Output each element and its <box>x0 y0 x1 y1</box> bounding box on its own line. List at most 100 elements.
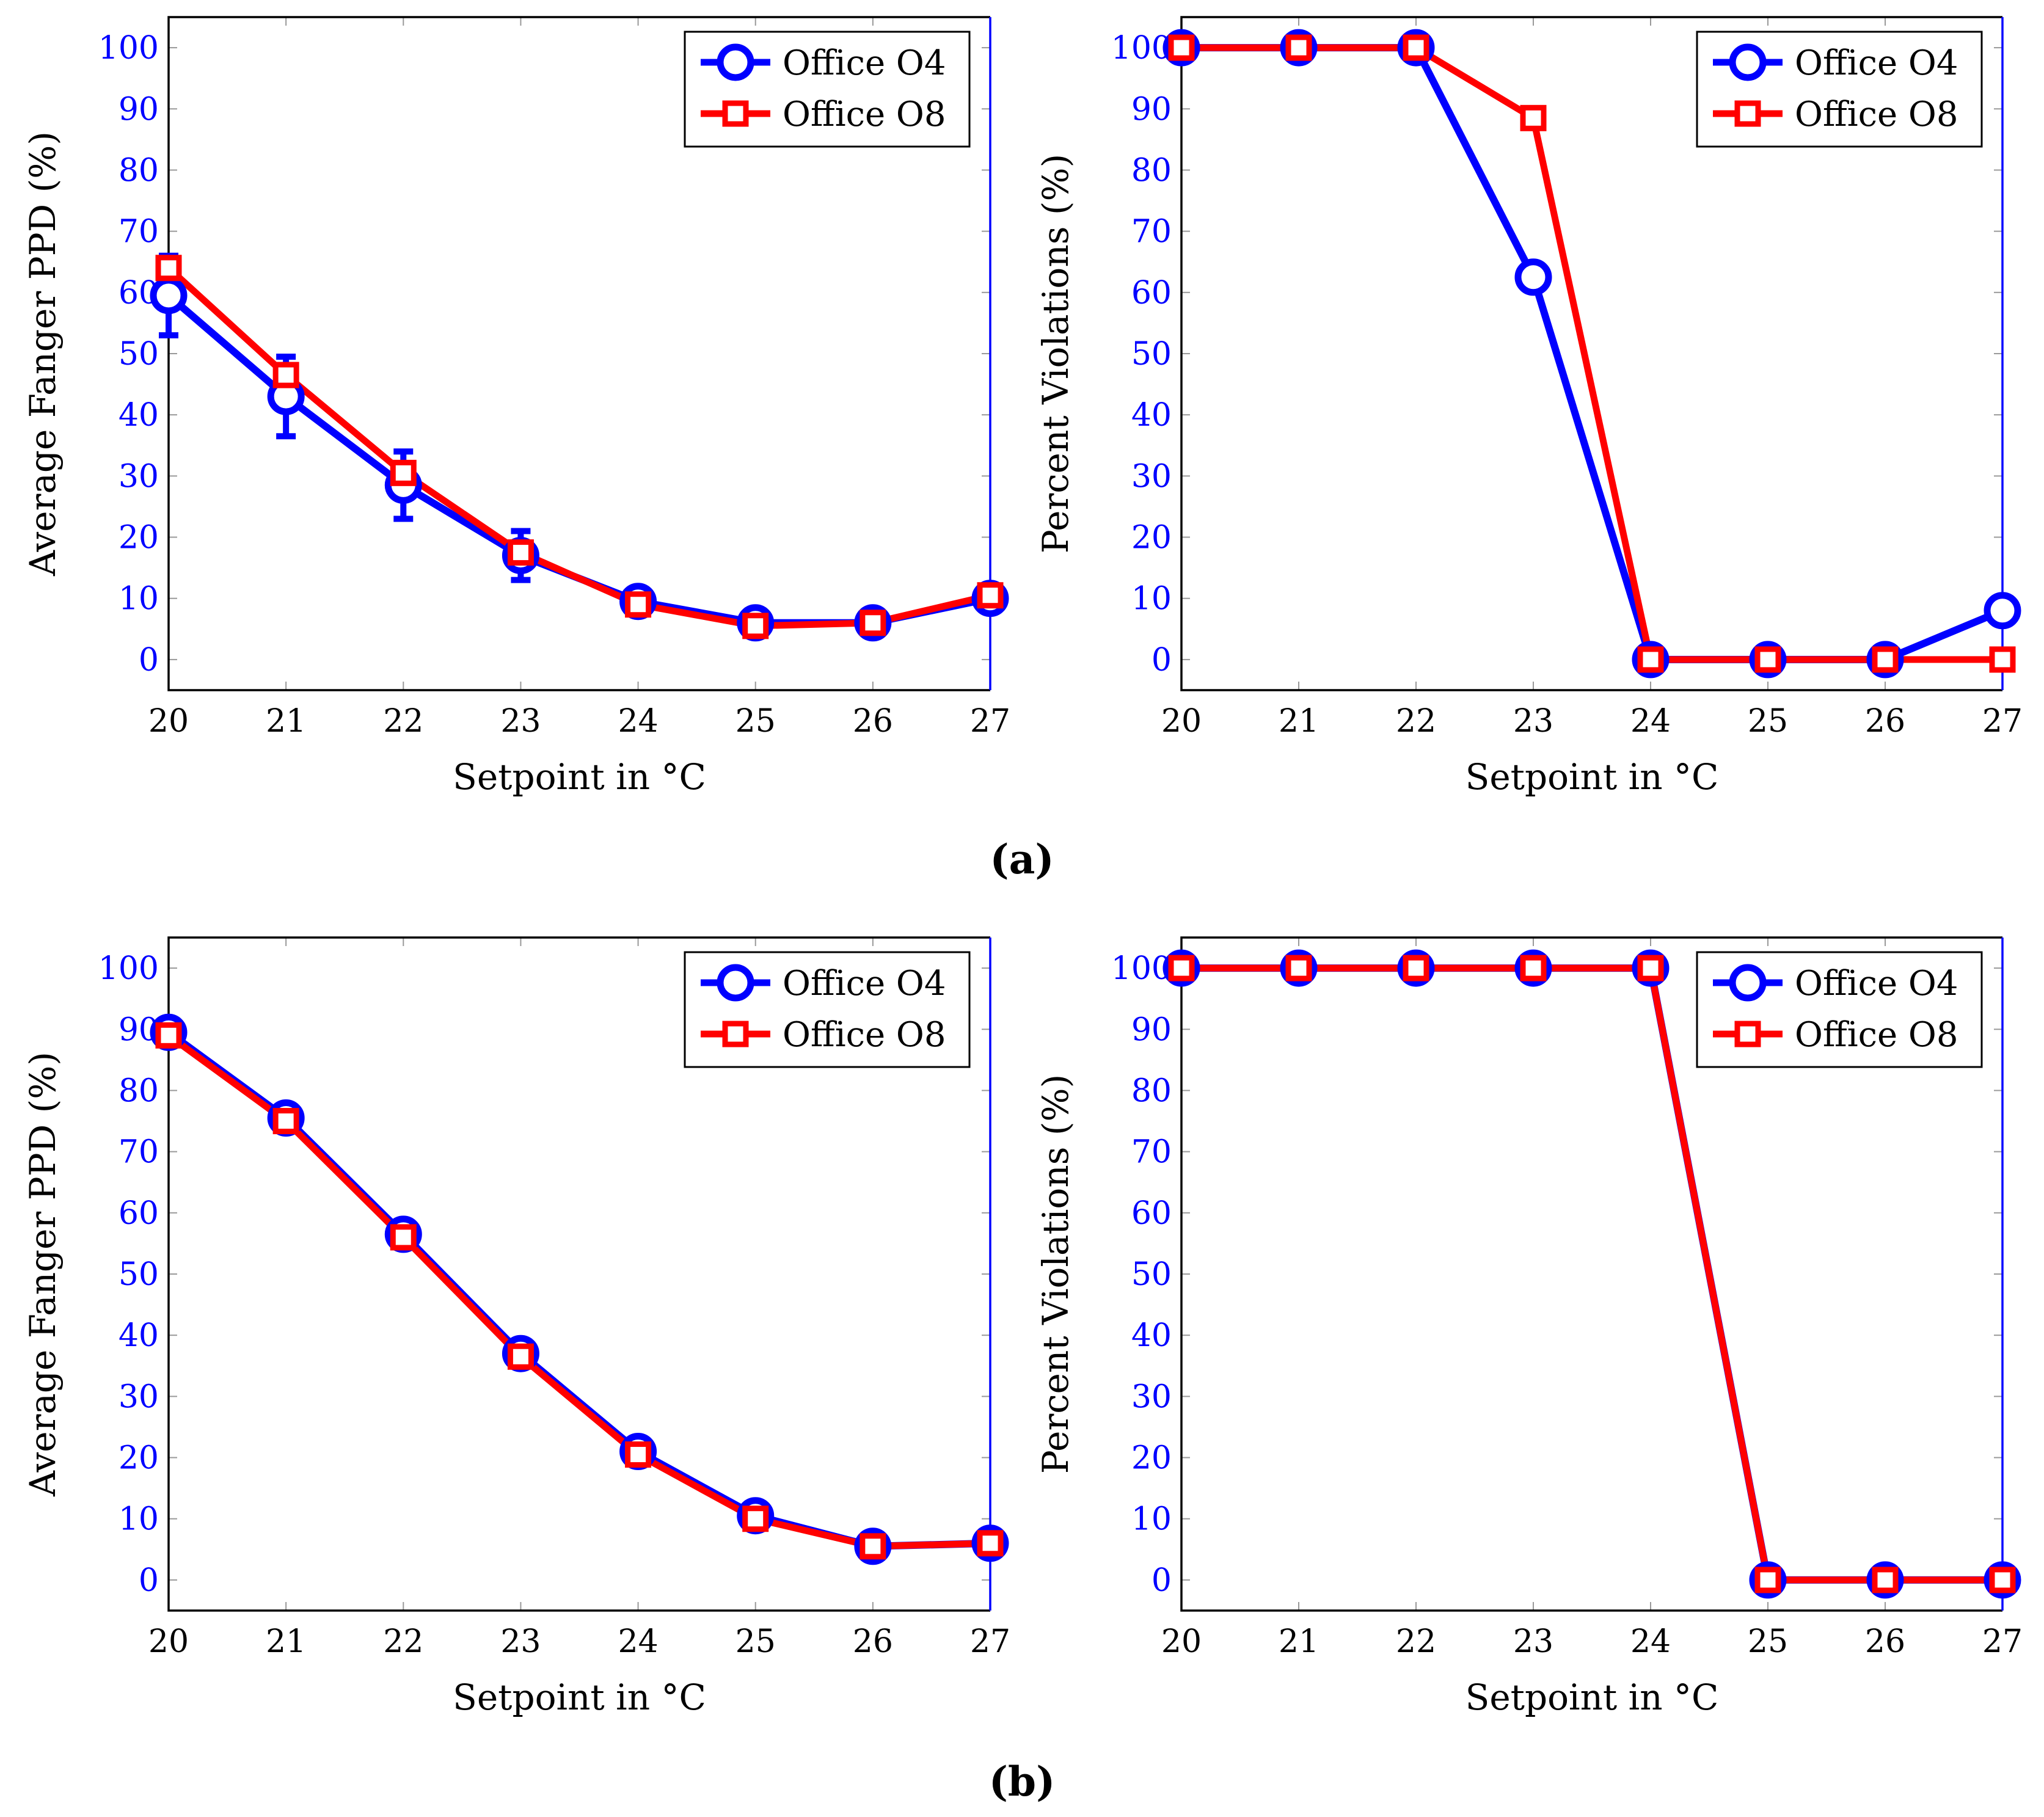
data-point-o8 <box>1637 955 1664 981</box>
series-layer <box>1163 29 2021 679</box>
series-line-office-o4 <box>166 293 991 627</box>
x-tick-label: 24 <box>618 703 658 740</box>
legend-marker-circle <box>717 43 754 81</box>
data-point-o8 <box>1285 955 1312 981</box>
y-tick-label: 50 <box>119 336 159 373</box>
x-tick-label: 27 <box>970 1623 1010 1660</box>
plots-layer: 0 10 20 30 40 50 60 70 80 90 100 20 21 22 23 24 25 26 27 Se… <box>22 16 2023 1718</box>
data-point-o8 <box>1168 955 1195 981</box>
y-tick-label: 20 <box>119 520 159 556</box>
y-tick-label: 60 <box>119 1195 159 1232</box>
data-point-o8 <box>1989 1567 2016 1593</box>
x-tick-label: 21 <box>266 703 306 740</box>
axis-frame <box>1180 16 2002 691</box>
y-tick-label: 10 <box>1131 581 1172 617</box>
legend: Office O4 Office O8 <box>684 31 971 148</box>
y-tick-label: 10 <box>119 581 159 617</box>
y-tick-label: 40 <box>1131 397 1172 434</box>
y-tick-label: 30 <box>119 458 159 495</box>
axis-frame <box>167 16 990 691</box>
y-tick-label: 100 <box>1111 30 1172 67</box>
x-tick-label: 26 <box>1865 703 1905 740</box>
x-tick-label: 23 <box>500 703 541 740</box>
y-tick-label: 30 <box>1131 458 1172 495</box>
y-tick-label: 90 <box>1131 1011 1172 1048</box>
y-tick-label: 40 <box>119 1317 159 1354</box>
data-point-o8 <box>507 539 534 566</box>
x-tick-label: 26 <box>853 1623 893 1660</box>
series-line-office-o8 <box>1181 44 2002 663</box>
x-tick-label: 23 <box>1513 1623 1553 1660</box>
x-tick-label: 20 <box>1161 703 1202 740</box>
x-tick-label: 21 <box>1279 1623 1319 1660</box>
x-tick-label: 22 <box>383 1623 423 1660</box>
legend-marker-square <box>1734 100 1761 127</box>
caption-b: (b) <box>989 1758 1056 1805</box>
y-tick-label: 10 <box>1131 1501 1172 1538</box>
y-tick-label: 30 <box>1131 1378 1172 1415</box>
legend-marker-square <box>1734 1021 1761 1047</box>
y-tick-label: 60 <box>1131 275 1172 311</box>
x-tick-label: 22 <box>1396 1623 1436 1660</box>
x-tick-label: 20 <box>1161 1623 1202 1660</box>
x-tick-label: 25 <box>1748 1623 1788 1660</box>
y-axis-label: Percent Violations (%) <box>1035 1074 1076 1474</box>
data-point-o8 <box>742 613 769 639</box>
legend-label: Office O4 <box>783 43 946 83</box>
x-tick-label: 24 <box>1630 703 1671 740</box>
y-tick-label: 70 <box>1131 1134 1172 1171</box>
y-tick-label: 90 <box>119 91 159 128</box>
data-point-o8 <box>742 1506 769 1532</box>
data-point-o8 <box>860 1533 886 1560</box>
x-tick-label: 23 <box>500 1623 541 1660</box>
series-line-office-o8 <box>166 265 991 630</box>
axis-frame <box>1180 936 2002 1612</box>
y-tick-label: 80 <box>1131 152 1172 189</box>
data-point-o8 <box>1403 955 1429 981</box>
y-tick-label: 70 <box>119 214 159 250</box>
legend-label: Office O8 <box>1795 1015 1958 1055</box>
x-tick-label: 20 <box>148 1623 189 1660</box>
y-tick-label: 100 <box>98 30 159 67</box>
legend-marker-circle <box>717 964 754 1002</box>
y-tick-label: 80 <box>1131 1072 1172 1109</box>
x-tick-label: 23 <box>1513 703 1553 740</box>
data-point-o8 <box>155 1022 182 1049</box>
data-point-o8 <box>1989 646 2016 673</box>
x-axis-label: Setpoint in °C <box>453 756 706 798</box>
y-tick-label: 0 <box>1152 1562 1172 1599</box>
series-line-office-o8 <box>166 1032 991 1550</box>
x-tick-label: 26 <box>853 703 893 740</box>
y-tick-label: 50 <box>119 1256 159 1293</box>
x-tick-label: 20 <box>148 703 189 740</box>
x-tick-label: 25 <box>735 703 776 740</box>
data-point-o8 <box>1520 955 1547 981</box>
data-point-o8 <box>390 1224 417 1251</box>
series-layer <box>1163 949 2021 1599</box>
data-point-o8 <box>1520 104 1547 131</box>
data-point-o8 <box>272 362 299 388</box>
legend-marker-circle <box>1729 964 1767 1002</box>
x-tick-label: 21 <box>1279 703 1319 740</box>
data-point-o8 <box>625 1441 652 1468</box>
x-tick-label: 22 <box>1396 703 1436 740</box>
series-layer <box>150 252 1009 642</box>
y-axis-label: Average Fanger PPD (%) <box>22 131 64 577</box>
x-tick-label: 26 <box>1865 1623 1905 1660</box>
y-tick-label: 20 <box>119 1440 159 1477</box>
legend-label: Office O4 <box>783 964 946 1003</box>
data-point-o4 <box>1514 258 1552 296</box>
y-tick-label: 90 <box>1131 91 1172 128</box>
x-tick-label: 27 <box>970 703 1010 740</box>
x-tick-label: 22 <box>383 703 423 740</box>
y-tick-label: 40 <box>119 397 159 434</box>
y-tick-label: 80 <box>119 1072 159 1109</box>
y-tick-label: 30 <box>119 1378 159 1415</box>
data-point-o8 <box>860 610 886 636</box>
y-tick-label: 20 <box>1131 520 1172 556</box>
y-tick-label: 50 <box>1131 336 1172 373</box>
legend-label: Office O4 <box>1795 43 1958 83</box>
data-point-o8 <box>272 1108 299 1135</box>
